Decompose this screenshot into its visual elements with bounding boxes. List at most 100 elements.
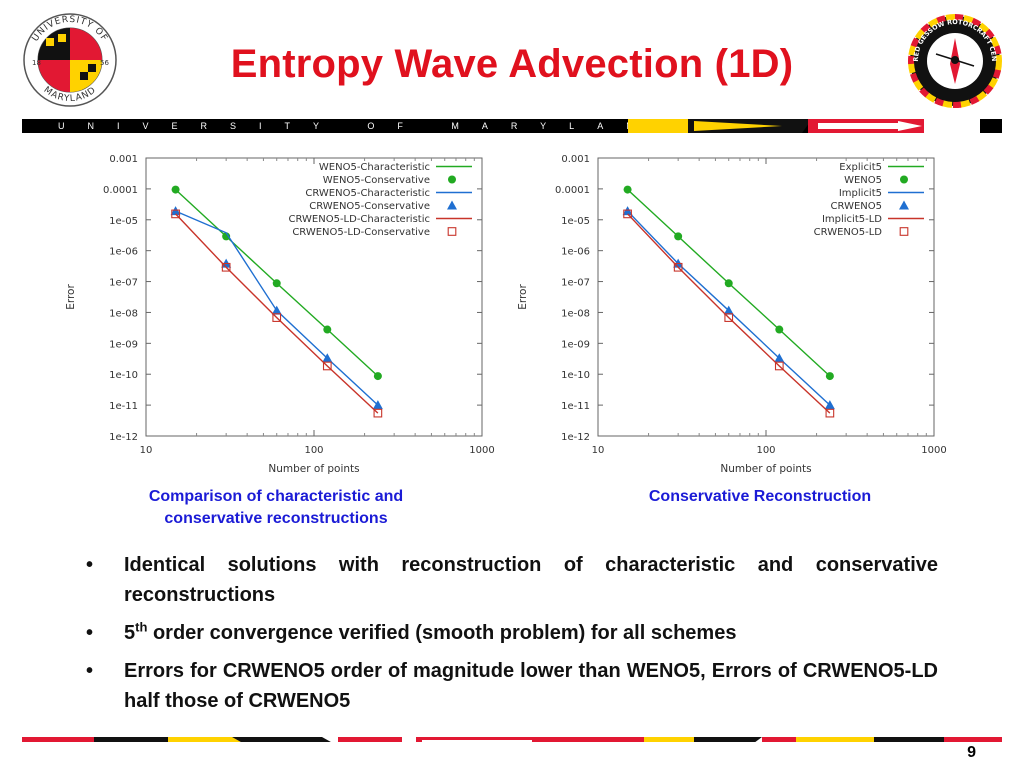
- data-point-triangle: [774, 353, 785, 363]
- data-point-circle: [222, 232, 231, 241]
- y-tick-label: 0.0001: [555, 185, 590, 196]
- data-point-circle: [825, 372, 834, 381]
- legend-square-swatch: [447, 227, 457, 236]
- data-point-square: [171, 209, 180, 219]
- legend-label: CRWENO5-Characteristic: [305, 188, 430, 199]
- y-axis-label: Error: [517, 284, 529, 310]
- y-tick-label: 1e-09: [109, 339, 138, 350]
- bullet-item-3: • Errors for CRWENO5 order of magnitude …: [86, 656, 938, 716]
- bullet-dot: •: [86, 660, 94, 682]
- umd-seal-logo: UNIVERSITY OF MARYLAND 18 56: [22, 12, 118, 108]
- bullet-text-1: Identical solutions with reconstruction …: [124, 554, 938, 606]
- data-point-triangle: [322, 353, 333, 363]
- caption-left: Comparison of characteristic and conserv…: [100, 486, 452, 530]
- rotorcraft-center-logo: ALFRED GESSOW ROTORCRAFT CENTER: [905, 8, 1002, 108]
- legend-label: Implicit5: [839, 188, 882, 199]
- chart-left-svg: 0.001 0.0001 1e-05 1e-06 1e-07 1e-08 1e-09 1e-1…: [65, 154, 495, 475]
- seal-text-bottom: MARYLAND: [42, 85, 99, 104]
- caption-left-line1: Comparison of characteristic and: [148, 488, 404, 505]
- bullet-item-2: • 5th order convergence verified (smooth…: [86, 618, 938, 648]
- footer-stripe-graphic: [22, 737, 1002, 742]
- header-banner: UNIVERSITY OF MARYLAND: [22, 119, 1002, 133]
- data-point-square: [272, 313, 282, 322]
- bullet-dot: •: [86, 554, 94, 576]
- y-tick-label: 1e-10: [109, 370, 138, 381]
- data-point-circle: [171, 185, 180, 194]
- chart-right-svg: 0.001 0.0001 1e-05 1e-06 1e-07 1e-08 1e-09 1e-1…: [517, 154, 947, 475]
- bullet-text-2-sup: th: [135, 619, 148, 635]
- bullet-item-1: • Identical solutions with reconstructio…: [86, 550, 938, 610]
- x-tick-label: 10: [140, 445, 153, 456]
- legend-label: WENO5: [844, 175, 882, 186]
- data-point-circle: [272, 279, 281, 288]
- y-tick-label: 1e-08: [109, 308, 138, 319]
- legend-label: CRWENO5-Conservative: [309, 201, 430, 212]
- bullet-dot: •: [86, 622, 94, 644]
- series-line: [175, 213, 379, 414]
- footer-flag-stripe: [22, 733, 1002, 742]
- data-point-triangle: [271, 305, 282, 315]
- chart-conservative-reconstruction: 0.001 0.0001 1e-05 1e-06 1e-07 1e-08 1e-09 1e-1…: [508, 148, 968, 478]
- data-point-circle: [775, 325, 784, 334]
- data-point-triangle: [723, 305, 734, 315]
- data-point-circle: [323, 325, 332, 334]
- page-number: 9: [967, 744, 976, 761]
- legend-label: CRWENO5-LD-Characteristic: [289, 214, 431, 225]
- data-point-triangle: [622, 206, 633, 216]
- y-tick-label: 1e-06: [561, 247, 590, 258]
- legend-circle-swatch: [448, 175, 456, 184]
- legend-square-swatch: [899, 227, 909, 236]
- maryland-flag-stripe: [628, 119, 980, 133]
- series-line: [627, 213, 831, 414]
- data-point-circle: [373, 372, 382, 381]
- bullet-text-2-num: 5: [124, 622, 136, 644]
- data-point-square: [322, 361, 332, 371]
- umd-seal-text: UNIVERSITY OF MARYLAND 18 56: [31, 15, 110, 104]
- data-point-circle: [674, 232, 683, 241]
- legend-triangle-swatch: [447, 200, 457, 210]
- data-point-triangle: [372, 400, 383, 410]
- umd-seal-graphic: [23, 13, 117, 107]
- y-tick-label: 1e-05: [109, 216, 138, 227]
- legend-label: Implicit5-LD: [822, 214, 882, 225]
- y-tick-label: 1e-08: [561, 308, 590, 319]
- y-tick-label: 1e-05: [561, 216, 590, 227]
- seal-text-top: UNIVERSITY OF: [31, 15, 110, 44]
- caption-left-line2: conservative reconstructions: [164, 510, 388, 527]
- legend-label: Explicit5: [839, 162, 882, 173]
- data-point-triangle: [824, 400, 835, 410]
- y-tick-label: 0.001: [561, 154, 590, 165]
- rotorcraft-logo-graphic: ALFRED GESSOW ROTORCRAFT CENTER: [905, 8, 1002, 108]
- y-tick-label: 1e-11: [109, 401, 138, 412]
- y-tick-label: 1e-10: [561, 370, 590, 381]
- x-tick-label: 100: [304, 445, 323, 456]
- x-axis-label: Number of points: [720, 463, 811, 475]
- plot-frame: [145, 157, 483, 437]
- data-point-circle: [623, 185, 632, 194]
- y-tick-label: 1e-07: [561, 278, 590, 289]
- banner-university-text: UNIVERSITY OF MARYLAND: [58, 121, 686, 131]
- legend-circle-swatch: [900, 175, 908, 184]
- x-axis-label: Number of points: [268, 463, 359, 475]
- legend-label: CRWENO5-LD: [814, 227, 883, 238]
- y-axis-label: Error: [65, 284, 77, 310]
- data-point-circle: [724, 279, 733, 288]
- data-point-square: [373, 408, 383, 418]
- data-point-square: [825, 408, 835, 418]
- x-tick-label: 1000: [921, 445, 946, 456]
- y-tick-label: 1e-09: [561, 339, 590, 350]
- seal-year-left: 18: [32, 59, 41, 67]
- bullet-text-2-rest: order convergence verified (smooth probl…: [147, 622, 737, 644]
- x-tick-label: 100: [756, 445, 775, 456]
- legend-label: CRWENO5: [831, 201, 882, 212]
- y-tick-label: 0.001: [109, 154, 138, 165]
- legend-label: WENO5-Conservative: [323, 175, 430, 186]
- x-tick-label: 10: [592, 445, 605, 456]
- data-point-triangle: [170, 206, 181, 216]
- chart-characteristic-vs-conservative: 0.001 0.0001 1e-05 1e-06 1e-07 1e-08 1e-09 1e-1…: [56, 148, 516, 478]
- legend-triangle-swatch: [899, 200, 909, 210]
- data-point-square: [673, 262, 683, 272]
- data-point-square: [623, 209, 632, 219]
- y-tick-label: 1e-12: [561, 432, 590, 443]
- data-point-square: [724, 313, 734, 322]
